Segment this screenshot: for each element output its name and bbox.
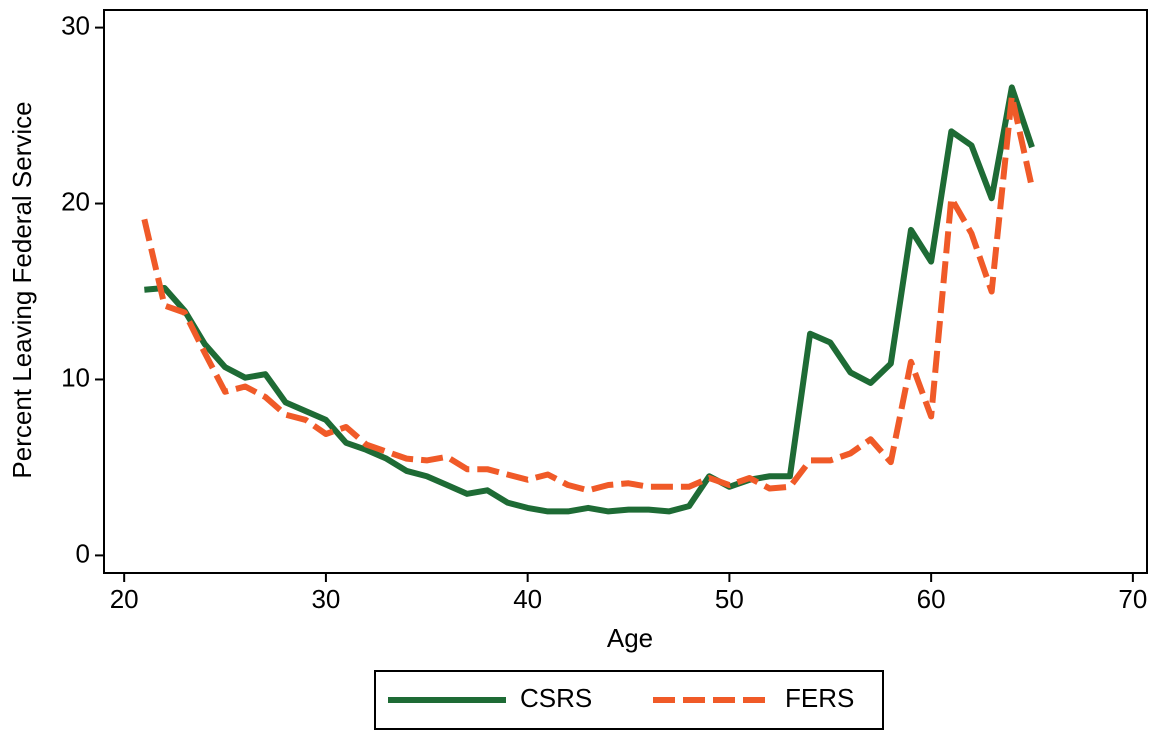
plot-frame bbox=[103, 9, 1148, 574]
y-axis-label: Percent Leaving Federal Service bbox=[7, 101, 37, 478]
legend-label: CSRS bbox=[520, 683, 592, 713]
x-tick-label: 70 bbox=[1118, 584, 1147, 614]
y-tick-label: 20 bbox=[61, 186, 90, 216]
x-tick-label: 30 bbox=[311, 584, 340, 614]
x-tick-label: 40 bbox=[513, 584, 542, 614]
x-axis-label: Age bbox=[607, 623, 653, 653]
x-tick-label: 50 bbox=[715, 584, 744, 614]
x-tick-label: 60 bbox=[917, 584, 946, 614]
series-line bbox=[141, 93, 1035, 494]
y-tick-label: 10 bbox=[61, 362, 90, 392]
y-tick-label: 0 bbox=[76, 538, 90, 568]
legend-label: FERS bbox=[785, 683, 854, 713]
series-line bbox=[144, 84, 1035, 515]
y-tick-label: 30 bbox=[61, 10, 90, 40]
x-tick-label: 20 bbox=[110, 584, 139, 614]
